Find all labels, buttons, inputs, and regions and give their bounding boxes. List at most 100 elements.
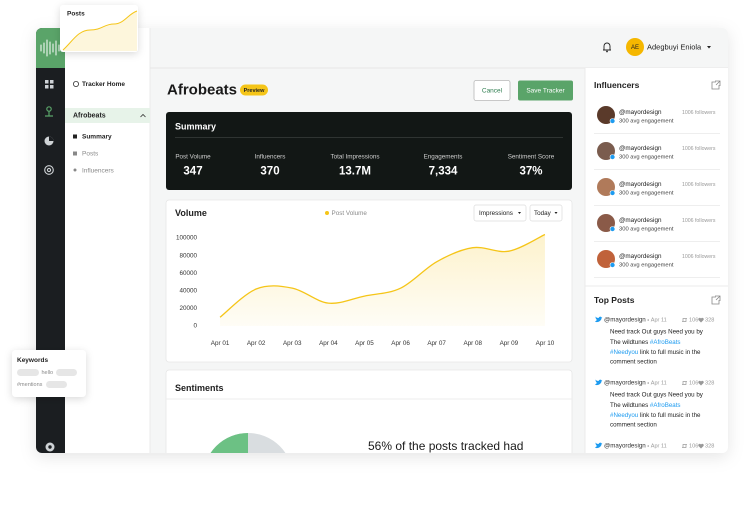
verified-badge <box>609 154 616 160</box>
x-tick-label: Apr 10 <box>536 340 555 347</box>
x-tick-label: Apr 02 <box>247 340 266 347</box>
tracker-name[interactable]: Afrobeats <box>73 113 106 120</box>
summary-stats: Post Volume 347 Influencers 370 Total Impres… <box>175 154 554 178</box>
hashtag[interactable]: #Needyou <box>610 412 639 419</box>
post-likes: 328 <box>705 380 714 386</box>
influencer-engagement: 300 avg engagement <box>619 191 674 197</box>
hashtag[interactable]: #Needyou <box>610 349 639 356</box>
stat-label: Total Impressions <box>331 154 380 161</box>
x-tick-label: Apr 09 <box>500 340 519 347</box>
summary-icon <box>73 134 77 139</box>
like-icon <box>698 317 704 323</box>
y-tick-label: 60000 <box>179 270 197 277</box>
x-tick-label: Apr 03 <box>283 340 302 347</box>
avatar[interactable] <box>626 38 644 56</box>
post-text-line: The wildtunes #AfroBeats <box>610 339 681 346</box>
nav-summary[interactable]: Summary <box>82 134 112 141</box>
keywords-title: Keywords <box>17 357 48 364</box>
posts-sparkline-area <box>63 11 137 51</box>
hashtag[interactable]: #AfroBeats <box>650 339 681 346</box>
influencer-name: @mayordesign <box>619 109 662 116</box>
verified-badge <box>609 190 616 196</box>
post-likes: 328 <box>705 443 714 449</box>
influencers-open-icon[interactable] <box>711 80 721 90</box>
legend-label: Post Volume <box>332 210 368 217</box>
cancel-button[interactable] <box>473 80 511 101</box>
tracker-home-link[interactable]: Tracker Home <box>82 81 125 88</box>
sentiments-title: Sentiments <box>175 383 224 393</box>
influencer-followers: 1006 followers <box>682 110 716 116</box>
influencer-followers: 1006 followers <box>682 182 716 188</box>
post-text-line: #Needyou link to full music in the <box>610 412 701 419</box>
like-icon <box>698 443 704 449</box>
separator-dot <box>647 382 650 384</box>
x-tick-label: Apr 07 <box>427 340 446 347</box>
user-name[interactable]: Adegbuyi Eniola <box>647 42 702 51</box>
post-text: link to full music in the <box>638 349 701 356</box>
stat-value: 7,334 <box>429 166 458 178</box>
x-tick-label: Apr 01 <box>211 340 230 347</box>
twitter-icon <box>595 442 603 449</box>
posts-sparkline <box>62 10 138 51</box>
post-text-line: #Needyou link to full music in the <box>610 349 701 356</box>
sentiment-summary: 56% of the posts tracked had <box>368 439 523 453</box>
post-handle: @mayordesign <box>604 443 646 450</box>
top-posts-open-icon[interactable] <box>711 295 721 305</box>
summary-title: Summary <box>175 121 216 131</box>
legend-swatch <box>325 211 329 215</box>
notifications-icon[interactable] <box>603 42 611 53</box>
separator-dot <box>647 445 650 447</box>
save-button-label: Save Tracker <box>526 88 565 95</box>
sentiment-donut-segment <box>203 433 249 453</box>
post-text-line: Need track Out guys Need you by <box>610 329 704 336</box>
like-icon <box>698 380 704 386</box>
nav-posts[interactable]: Posts <box>82 151 99 158</box>
hashtag[interactable]: #AfroBeats <box>650 402 681 409</box>
post-retweets: 106 <box>689 317 698 323</box>
logo-icon <box>40 39 60 57</box>
keyword-tag: #mentions <box>17 382 43 388</box>
app: Tracker Home Afrobeats Summary Posts Inf… <box>36 28 728 453</box>
y-tick-label: 100000 <box>176 235 198 242</box>
posts-icon <box>73 151 77 156</box>
user-menu-caret[interactable] <box>707 46 711 49</box>
post-handle: @mayordesign <box>604 317 646 324</box>
twitter-icon <box>595 316 603 323</box>
avatar-initials: AE <box>631 45 639 51</box>
nav-mentions-icon[interactable] <box>44 165 54 175</box>
settings-icon[interactable] <box>45 442 55 452</box>
influencer-name: @mayordesign <box>619 145 662 152</box>
metric-dropdown[interactable] <box>473 204 527 222</box>
stat-value: 13.7M <box>339 166 371 178</box>
save-button[interactable] <box>518 80 573 101</box>
nav-influencers[interactable]: Influencers <box>82 168 115 175</box>
stat-value: 347 <box>183 166 202 178</box>
post-text-line: The wildtunes #AfroBeats <box>610 402 681 409</box>
stat-label: Engagements <box>424 154 463 161</box>
cancel-button-label: Cancel <box>482 88 503 95</box>
influencer-list: @mayordesign 300 avg engagement 1006 follo… <box>594 106 720 278</box>
collapse-chevron[interactable] <box>140 113 146 118</box>
post-text-line: Need track Out guys Need you by <box>610 392 704 399</box>
y-tick-label: 20000 <box>179 305 197 312</box>
influencer-name: @mayordesign <box>619 253 662 260</box>
influencers-icon <box>73 168 77 172</box>
post-text: The wildtunes <box>610 402 650 409</box>
stat-label: Influencers <box>255 154 286 161</box>
nav-tracker-icon[interactable] <box>45 106 53 117</box>
nav-analytics-icon[interactable] <box>44 136 54 146</box>
nav-dashboard-icon[interactable] <box>45 80 54 89</box>
metric-dropdown-caret <box>518 212 521 214</box>
volume-chart: 0 20000 40000 60000 80000 100000 Apr 01 Apr 02 A… <box>176 210 555 347</box>
twitter-icon <box>595 379 603 386</box>
influencer-followers: 1006 followers <box>682 146 716 152</box>
keyword-pill <box>46 381 67 388</box>
influencer-engagement: 300 avg engagement <box>619 227 674 233</box>
keyword-pill <box>56 369 77 376</box>
keyword-pill <box>17 369 39 376</box>
summary-card <box>166 112 572 190</box>
period-dropdown-caret <box>554 212 558 214</box>
chart-title: Volume <box>175 208 207 218</box>
period-dropdown[interactable] <box>529 204 563 222</box>
